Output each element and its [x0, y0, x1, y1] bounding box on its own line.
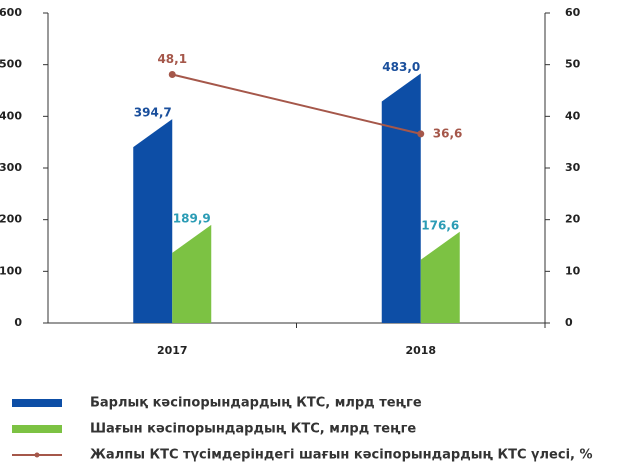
value-label: 189,9 — [173, 211, 211, 225]
bar — [420, 231, 460, 323]
bar — [133, 119, 173, 324]
legend-swatch — [12, 425, 62, 433]
y-tick-label: 0 — [14, 316, 22, 329]
y2-tick-label: 30 — [565, 161, 581, 174]
x-tick-label: 2018 — [405, 344, 436, 357]
y-tick-label: 300 — [0, 161, 22, 174]
legend-swatch-dot — [34, 452, 40, 458]
y2-tick-label: 20 — [565, 213, 581, 226]
y2-tick-label: 0 — [565, 316, 573, 329]
y-tick-label: 400 — [0, 109, 22, 122]
legend-label: Шағын кәсіпорындардың КТС, млрд теңге — [90, 422, 416, 437]
bar — [381, 73, 421, 323]
legend-swatch — [12, 399, 62, 407]
y-tick-label: 500 — [0, 58, 22, 71]
value-label: 176,6 — [421, 218, 459, 232]
y2-tick-label: 50 — [565, 58, 581, 71]
y-tick-label: 100 — [0, 264, 22, 277]
line-point — [168, 70, 176, 78]
value-label: 48,1 — [157, 52, 187, 66]
legend-label: Жалпы КТС түсімдеріндегі шағын кәсіпорын… — [90, 448, 593, 463]
value-label: 36,6 — [433, 126, 463, 140]
y2-tick-label: 40 — [565, 109, 581, 122]
legend-label: Барлық кәсіпорындардың КТС, млрд теңге — [90, 396, 422, 411]
y2-tick-label: 10 — [565, 264, 581, 277]
line-point — [417, 130, 425, 138]
x-tick-label: 2017 — [157, 344, 188, 357]
bar — [172, 224, 212, 323]
value-label: 483,0 — [382, 60, 420, 74]
line — [172, 73, 421, 135]
value-label: 394,7 — [134, 106, 172, 120]
y2-tick-label: 60 — [565, 6, 581, 19]
y-tick-label: 600 — [0, 6, 22, 19]
y-tick-label: 200 — [0, 213, 22, 226]
